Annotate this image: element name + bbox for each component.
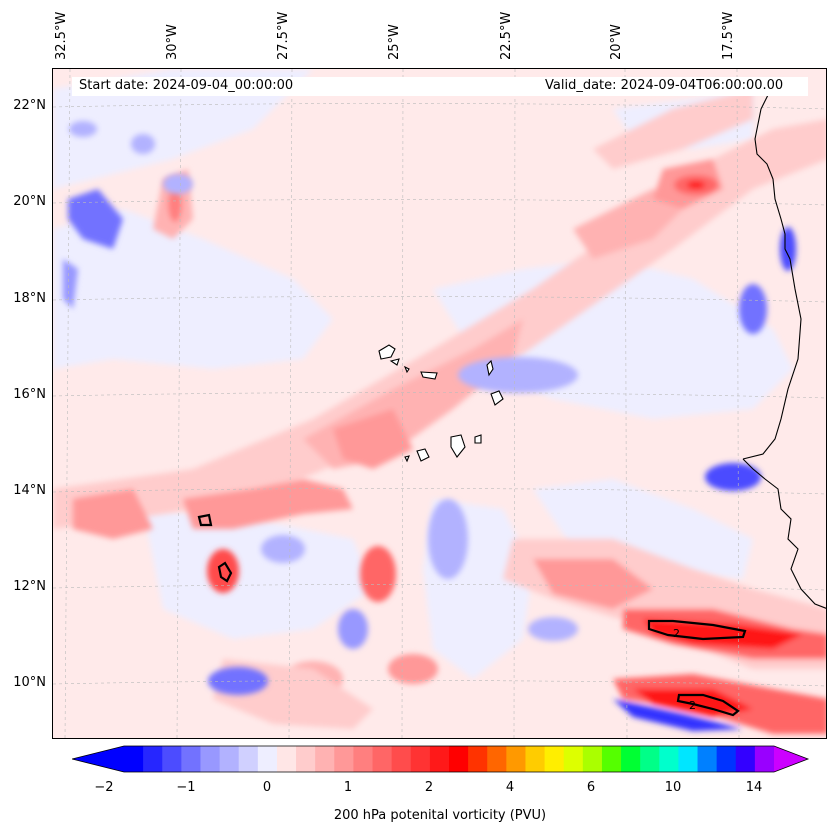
colorbar-swatch <box>410 746 431 772</box>
colorbar-swatch <box>659 746 679 772</box>
lon-label-20w: 20°W <box>609 24 624 60</box>
colorbar-swatch <box>181 746 201 772</box>
pv-2-contours <box>197 513 747 717</box>
lat-label-12n: 12°N <box>13 579 46 594</box>
colorbar-swatch <box>621 746 641 772</box>
colorbar-swatch <box>525 746 546 772</box>
lon-label-27-5w: 27.5°W <box>276 11 291 60</box>
colorbar-swatch <box>391 746 412 772</box>
start-date-label: Start date: 2024-09-04_00:00:00 <box>79 78 294 93</box>
colorbar-swatch <box>353 746 374 772</box>
lon-label-30w: 30°W <box>165 24 180 60</box>
colorbar-swatch <box>487 746 507 772</box>
colorbar-swatch <box>563 746 584 772</box>
colorbar-swatch <box>334 746 354 772</box>
lat-label-20n: 20°N <box>13 194 46 209</box>
valid-date-label: Valid_date: 2024-09-04T06:00:00.00 <box>545 78 784 93</box>
colorbar-swatch <box>238 746 259 772</box>
colorbar-swatch <box>200 746 221 772</box>
cb-tick-2: 0 <box>262 780 272 795</box>
pv-map-panel: 2 2 <box>52 68 827 739</box>
colorbar <box>72 745 810 773</box>
colorbar-swatch <box>544 746 565 772</box>
colorbar-swatch <box>429 746 450 772</box>
lon-label-22-5w: 22.5°W <box>499 11 514 60</box>
lon-label-25w: 25°W <box>387 24 402 60</box>
colorbar-swatch <box>449 746 469 772</box>
colorbar-title: 200 hPa potenital vorticity (PVU) <box>333 808 547 823</box>
colorbar-swatch <box>697 746 718 772</box>
colorbar-extend-low <box>72 746 124 772</box>
colorbar-swatch <box>219 746 240 772</box>
cape-verde-islands <box>378 344 504 463</box>
colorbar-swatch <box>468 746 488 772</box>
colorbar-swatch <box>640 746 660 772</box>
pv-contour-map: 2 2 <box>53 69 826 738</box>
colorbar-swatch <box>315 746 335 772</box>
lat-label-22n: 22°N <box>13 98 46 113</box>
colorbar-swatch <box>506 746 526 772</box>
lon-label-32-5w: 32.5°W <box>54 11 69 60</box>
colorbar-outline <box>72 745 810 773</box>
cb-tick-0: −2 <box>94 780 114 795</box>
cb-tick-8: 14 <box>745 780 763 795</box>
colorbar-swatch <box>678 746 699 772</box>
colorbar-swatch <box>296 746 316 772</box>
lat-label-18n: 18°N <box>13 291 46 306</box>
colorbar-swatch <box>162 746 182 772</box>
cb-tick-6: 6 <box>586 780 596 795</box>
lat-label-16n: 16°N <box>13 387 46 402</box>
contour-label-1: 2 <box>673 627 680 640</box>
graticule <box>53 69 826 738</box>
cb-tick-4: 2 <box>424 780 434 795</box>
colorbar-swatch <box>257 746 278 772</box>
lat-label-14n: 14°N <box>13 483 46 498</box>
cb-tick-5: 4 <box>505 780 515 795</box>
cb-tick-3: 1 <box>343 780 353 795</box>
colorbar-swatch <box>143 746 163 772</box>
colorbar-swatch <box>372 746 393 772</box>
lat-label-10n: 10°N <box>13 675 46 690</box>
date-banner <box>72 77 808 96</box>
contour-label-2: 2 <box>689 699 696 712</box>
colorbar-swatch <box>735 746 756 772</box>
lon-label-17-5w: 17.5°W <box>721 11 736 60</box>
colorbar-swatch <box>716 746 737 772</box>
coastline <box>742 88 826 609</box>
colorbar-swatch <box>601 746 622 772</box>
colorbar-swatch <box>582 746 603 772</box>
colorbar-swatch <box>124 746 144 772</box>
colorbar-extend-high <box>774 746 808 772</box>
cb-tick-7: 10 <box>664 780 682 795</box>
colorbar-swatch <box>276 746 297 772</box>
cb-tick-1: −1 <box>176 780 196 795</box>
colorbar-swatch <box>754 746 775 772</box>
